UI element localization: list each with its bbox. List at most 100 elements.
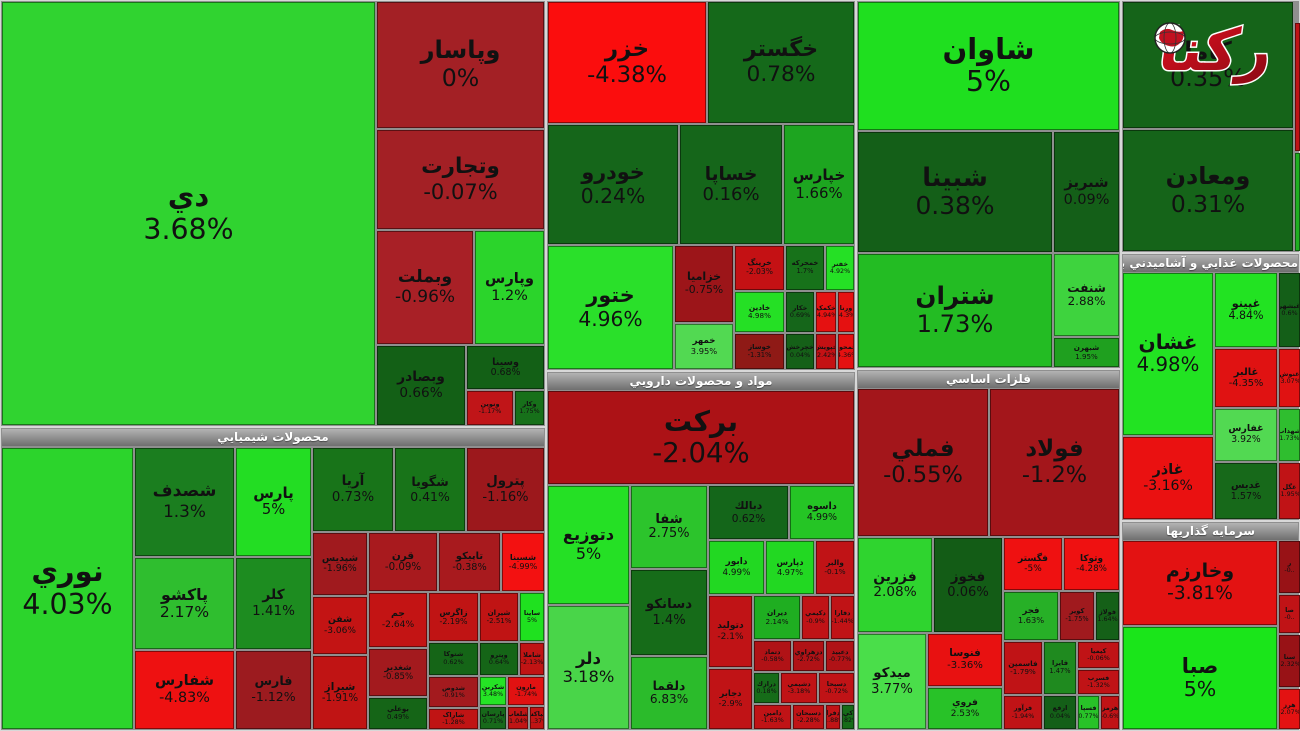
treemap-cell[interactable]: دسبحا -0.72% (819, 673, 854, 703)
treemap-cell[interactable]: فسرب -1.32% (1078, 670, 1119, 694)
treemap-cell[interactable]: دابور 4.99% (709, 541, 764, 594)
treemap-cell[interactable]: دشيمي -3.18% (781, 673, 817, 703)
treemap-cell[interactable]: صا -0.. (1279, 595, 1300, 633)
treemap-cell[interactable]: خمهر 3.95% (675, 324, 733, 369)
treemap-cell[interactable]: خزر -4.38% (548, 2, 706, 123)
treemap-cell[interactable]: والبر -0.1% (816, 541, 854, 594)
treemap-cell[interactable]: دتماد -0.58% (754, 641, 791, 671)
treemap-cell[interactable]: خادين 4.98% (735, 292, 784, 332)
treemap-cell[interactable]: غاذر -3.16% (1123, 437, 1213, 519)
treemap-cell[interactable]: پترول -1.16% (467, 448, 544, 531)
treemap-cell[interactable]: وبملت -0.96% (377, 231, 473, 344)
treemap-cell[interactable]: فولاژ 1.64% (1096, 592, 1119, 640)
treemap-cell[interactable]: غفارس 3.92% (1215, 409, 1277, 461)
treemap-cell[interactable]: دكيمي -0.9% (802, 596, 829, 639)
treemap-cell[interactable]: دسبحان -2.28% (793, 705, 824, 729)
treemap-cell[interactable]: دلر 3.18% (548, 606, 629, 729)
treemap-cell[interactable]: صبا 5% (1123, 627, 1277, 729)
treemap-cell[interactable]: شفارس -4.83% (135, 651, 234, 729)
treemap-cell[interactable]: خپارس 1.66% (784, 125, 854, 244)
treemap-cell[interactable]: شيران -2.51% (480, 593, 518, 641)
treemap-cell[interactable]: وپترو 0.64% (480, 643, 518, 675)
treemap-cell[interactable]: شبهرن 1.95% (1054, 338, 1119, 367)
treemap-cell[interactable]: غبشهر 0.6% (1279, 273, 1300, 347)
treemap-cell[interactable]: خکار 0.69% (786, 292, 814, 332)
treemap-cell[interactable]: شفن -3.06% (313, 597, 367, 654)
treemap-cell[interactable]: ختور 4.96% (548, 246, 673, 369)
treemap-cell[interactable]: فروي 2.53% (928, 688, 1002, 729)
treemap-cell[interactable]: ونوين -1.17% (467, 391, 513, 425)
treemap-cell[interactable]: کوير -1.75% (1060, 592, 1094, 640)
treemap-cell[interactable]: خپويش-2.42% (816, 334, 836, 369)
treemap-cell[interactable]: برکت -2.04% (548, 391, 854, 484)
treemap-cell[interactable]: شتران 1.73% (858, 254, 1052, 367)
treemap-cell[interactable]: داسوه 4.99% (790, 486, 854, 539)
treemap-cell[interactable]: شيراز -1.91% (313, 656, 367, 729)
treemap-cell[interactable]: دعبيد -0.77% (826, 641, 854, 671)
treemap-cell[interactable]: خزاميا -0.75% (675, 246, 733, 322)
treemap-cell[interactable]: وخارزم -3.81% (1123, 541, 1277, 625)
treemap-cell[interactable]: شنفت 2.88% (1054, 254, 1119, 336)
treemap-cell[interactable]: شدوص -0.91% (429, 677, 478, 707)
treemap-cell[interactable]: تاپيکو -0.38% (439, 533, 500, 591)
treemap-cell[interactable]: فارس -1.12% (236, 651, 311, 729)
treemap-cell[interactable]: شاراک -1.28% (429, 709, 478, 729)
treemap-cell[interactable]: خکمک-4.94% (816, 292, 836, 332)
treemap-cell[interactable]: غپينو 4.84% (1215, 273, 1277, 347)
treemap-cell[interactable]: وپارس 1.2% (475, 231, 544, 344)
treemap-cell[interactable]: غشان 4.98% (1123, 273, 1213, 435)
treemap-cell[interactable]: شفا 2.75% (631, 486, 707, 568)
treemap-cell[interactable]: قرن -0.09% (369, 533, 437, 591)
treemap-cell[interactable]: شاوان 5% (858, 2, 1119, 130)
treemap-cell[interactable]: کي2.82% (842, 705, 854, 729)
treemap-cell[interactable]: غالبر -4.35% (1215, 349, 1277, 407)
treemap-cell[interactable]: شسينا -4.99% (502, 533, 544, 591)
treemap-cell[interactable]: فرآور -1.94% (1004, 696, 1042, 729)
treemap-cell[interactable]: ومعادن 0.31% (1123, 130, 1293, 251)
treemap-cell[interactable]: خساپا 0.16% (680, 125, 782, 244)
treemap-cell[interactable]: شکربن 3.48% (480, 677, 506, 705)
treemap-cell[interactable]: شتوکا 0.62% (429, 643, 478, 675)
treemap-cell[interactable]: مارون -1.74% (508, 677, 544, 705)
treemap-cell[interactable]: خوساز -1.31% (735, 334, 784, 369)
treemap-cell[interactable]: شگويا 0.41% (395, 448, 465, 531)
treemap-cell[interactable]: خودرو 0.24% (548, 125, 678, 244)
treemap-cell[interactable]: دجابر -2.9% (709, 669, 752, 729)
treemap-cell[interactable]: دفارا -1.44% (831, 596, 854, 639)
treemap-cell[interactable]: دتوليد -2.1% (709, 596, 752, 667)
treemap-cell[interactable]: خمحور-4.36% (838, 334, 854, 369)
treemap-cell[interactable]: خگستر 0.78% (708, 2, 854, 123)
treemap-cell[interactable]: فولاد -1.2% (990, 389, 1119, 536)
treemap-cell[interactable]: پاکشو 2.17% (135, 558, 234, 649)
treemap-cell[interactable]: سنا -2.32% (1279, 635, 1300, 687)
treemap-cell[interactable]: شپاکسا-1.37% (530, 707, 544, 729)
treemap-cell[interactable]: دبالك 0.62% (709, 486, 788, 539)
treemap-cell[interactable]: دتوزيع 5% (548, 486, 629, 604)
treemap-cell[interactable]: کاما 0.35% (1123, 2, 1293, 128)
treemap-cell[interactable]: دامين -1.63% (754, 705, 791, 729)
treemap-cell[interactable]: دپارس 4.97% (766, 541, 814, 594)
treemap-cell[interactable]: شغدير -0.85% (369, 649, 427, 696)
treemap-cell[interactable]: فگستر -5% (1004, 538, 1062, 590)
treemap-cell[interactable]: آريا 0.73% (313, 448, 393, 531)
treemap-cell[interactable]: شبينا 0.38% (858, 132, 1052, 252)
treemap-cell[interactable]: وکار 1.75% (515, 391, 544, 425)
treemap-cell[interactable]: وتجارت -0.07% (377, 130, 544, 229)
treemap-cell[interactable]: غديس 1.57% (1215, 463, 1277, 519)
treemap-cell[interactable]: خمحرکه 1.7% (786, 246, 824, 290)
treemap-cell[interactable]: وپاسار 0% (377, 2, 544, 128)
treemap-cell[interactable]: درازك 0.18% (754, 673, 779, 703)
treemap-cell[interactable]: شلعاب-1.04% (508, 707, 528, 729)
treemap-cell[interactable]: خچرخش 0.04% (786, 334, 814, 369)
treemap-cell[interactable]: کلر 1.41% (236, 558, 311, 649)
treemap-cell[interactable]: غگل -1.95% (1279, 463, 1300, 519)
treemap-cell[interactable]: هرز -2.07% (1279, 689, 1300, 729)
treemap-cell[interactable]: بوعلي 0.49% (369, 698, 427, 729)
treemap-cell[interactable]: ورنا-4.3% (838, 292, 854, 332)
treemap-cell[interactable]: پارس 5% (236, 448, 311, 556)
treemap-cell[interactable]: شپديس -1.96% (313, 533, 367, 595)
treemap-cell[interactable]: شهداب 1.73% (1279, 409, 1300, 461)
treemap-cell[interactable]: دي 3.68% (2, 2, 375, 425)
treemap-cell[interactable]: خرينگ -2.03% (735, 246, 784, 290)
treemap-cell[interactable]: هرمز -0.6% (1101, 696, 1119, 729)
